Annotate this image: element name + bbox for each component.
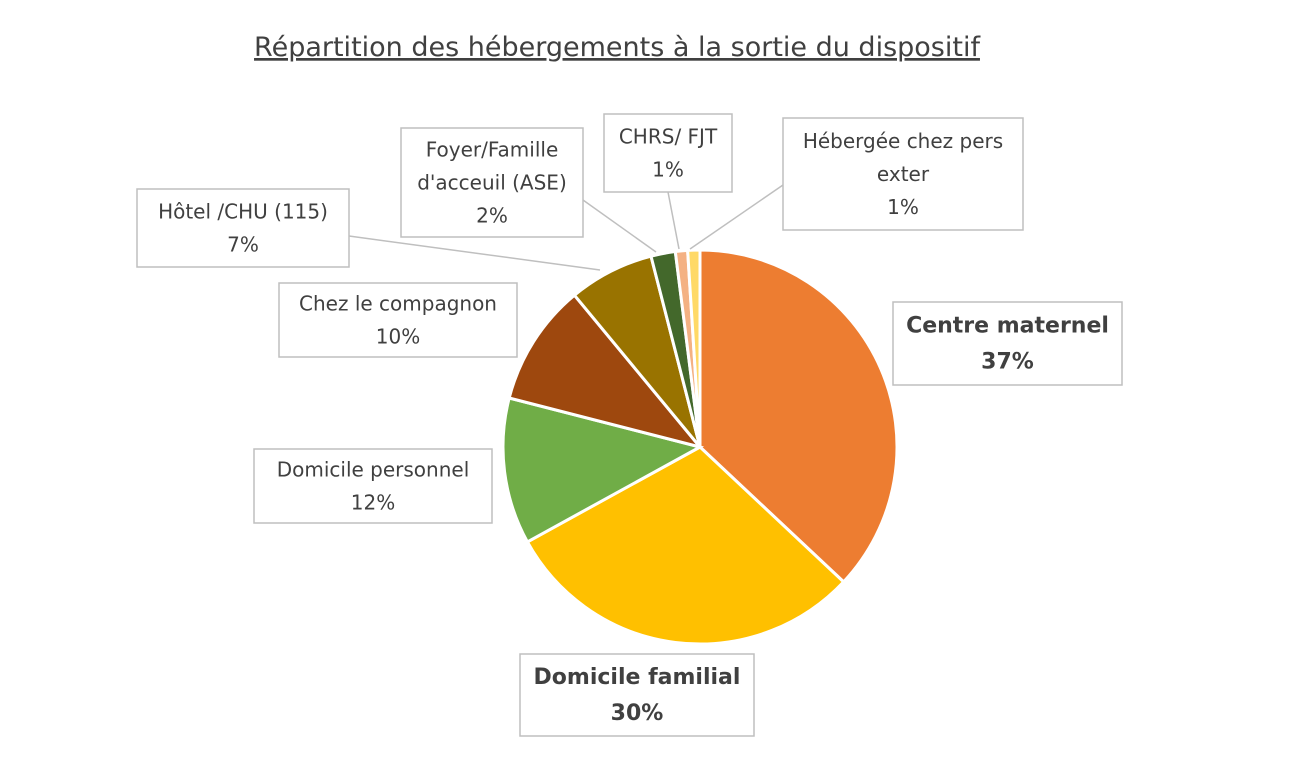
slice-value-label: 7% xyxy=(227,233,259,257)
label-box xyxy=(136,188,350,268)
pie-slices xyxy=(501,248,899,646)
slice-category-label: d'acceuil (ASE) xyxy=(417,171,567,195)
data-label: Centre maternel 37% xyxy=(892,301,1123,386)
slice-category-label: Chez le compagnon xyxy=(299,292,497,316)
data-label: Hébergée chez pers exter 1% xyxy=(782,117,1024,231)
leader-lines xyxy=(348,184,784,271)
leader-line xyxy=(582,199,657,253)
data-label: Domicile familial 30% xyxy=(519,653,755,737)
pie-slice xyxy=(501,396,705,544)
chart-title: Répartition des hébergements à la sortie… xyxy=(254,32,981,63)
slice-value-label: 1% xyxy=(652,158,684,182)
slice-category-label: exter xyxy=(877,162,930,186)
data-label: Domicile personnel 12% xyxy=(253,448,493,524)
label-box xyxy=(603,113,733,193)
pie-slice xyxy=(698,248,899,584)
label-box xyxy=(519,653,755,737)
slice-category-label: Centre maternel xyxy=(906,314,1109,339)
pie-slice xyxy=(686,248,702,448)
slice-value-label: 10% xyxy=(376,325,420,349)
label-box xyxy=(253,448,493,524)
slice-category-label: Hébergée chez pers xyxy=(803,129,1003,153)
slice-category-label: Domicile familial xyxy=(534,665,741,690)
data-label: CHRS/ FJT 1% xyxy=(603,113,733,193)
slice-category-label: Domicile personnel xyxy=(277,458,470,482)
label-box xyxy=(892,301,1123,386)
data-label: Hôtel /CHU (115) 7% xyxy=(136,188,350,268)
label-box xyxy=(782,117,1024,231)
leader-line xyxy=(348,235,601,271)
slice-value-label: 37% xyxy=(981,350,1034,375)
slice-category-label: Foyer/Famille xyxy=(426,138,559,162)
data-label: Foyer/Famille d'acceuil (ASE) 2% xyxy=(400,127,584,238)
label-box xyxy=(400,127,584,238)
pie-slice xyxy=(525,445,846,646)
slice-category-label: Hôtel /CHU (115) xyxy=(158,200,328,224)
slice-value-label: 12% xyxy=(351,491,395,515)
slice-value-label: 30% xyxy=(611,701,664,726)
slice-category-label: CHRS/ FJT xyxy=(619,125,718,149)
leader-line xyxy=(667,191,680,250)
leader-line xyxy=(689,184,784,250)
label-box xyxy=(278,282,518,358)
pie-slice xyxy=(507,293,705,450)
data-label: Chez le compagnon 10% xyxy=(278,282,518,358)
slice-value-label: 1% xyxy=(887,195,919,219)
slice-value-label: 2% xyxy=(476,204,508,228)
